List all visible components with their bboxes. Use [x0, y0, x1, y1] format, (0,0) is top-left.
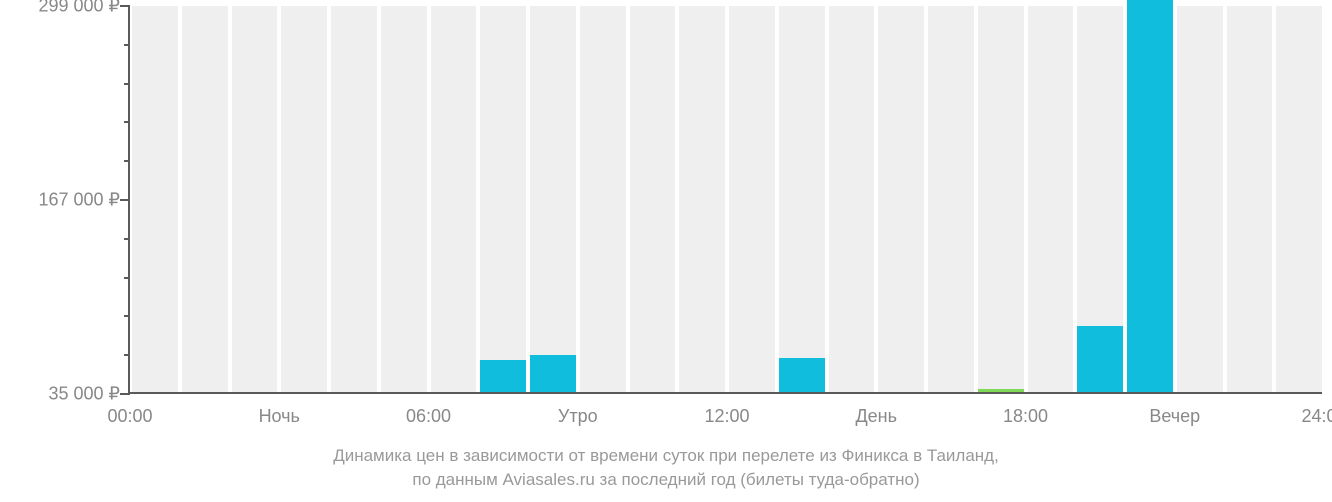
bar-background: [1028, 6, 1074, 392]
bar[interactable]: [1127, 4, 1173, 392]
bar-background: [729, 6, 775, 392]
bar-background: [580, 6, 626, 392]
bar-slot: [478, 6, 528, 392]
bar-background: [132, 6, 178, 392]
bar-slot: [876, 6, 926, 392]
bar-slot: [1075, 6, 1125, 392]
x-period-label: Вечер: [1149, 392, 1200, 427]
bar-background: [878, 6, 924, 392]
bar-background: [630, 6, 676, 392]
x-time-label: 12:00: [704, 392, 749, 427]
bar[interactable]: [480, 360, 526, 392]
bar-slot: [379, 6, 429, 392]
bar-background: [978, 6, 1024, 392]
bar-background: [829, 6, 875, 392]
bar-background: [232, 6, 278, 392]
bar-slot: [429, 6, 479, 392]
x-period-label: Утро: [558, 392, 598, 427]
x-time-label: 06:00: [406, 392, 451, 427]
bar-slot: [329, 6, 379, 392]
bar[interactable]: [779, 358, 825, 392]
bar-slot: [279, 6, 329, 392]
price-time-chart: 35 000 ₽167 000 ₽299 000 ₽00:0006:0012:0…: [0, 0, 1332, 502]
bar-slot: [1026, 6, 1076, 392]
y-axis-label: 167 000 ₽: [38, 190, 130, 211]
bar-background: [779, 6, 825, 392]
bar-slot: [528, 6, 578, 392]
caption-line-1: Динамика цен в зависимости от времени су…: [0, 446, 1332, 466]
bar-background: [1276, 6, 1322, 392]
bar[interactable]: [530, 355, 576, 392]
bar-background: [928, 6, 974, 392]
bar-slot: [1125, 6, 1175, 392]
bar-slot: [777, 6, 827, 392]
bar-slot: [677, 6, 727, 392]
bar-background: [281, 6, 327, 392]
bar-slot: [926, 6, 976, 392]
plot-area: 35 000 ₽167 000 ₽299 000 ₽00:0006:0012:0…: [128, 6, 1322, 394]
bar-slot: [1274, 6, 1324, 392]
bar-slot: [827, 6, 877, 392]
bar-slot: [727, 6, 777, 392]
bar-slot: [1175, 6, 1225, 392]
bar-background: [480, 6, 526, 392]
bar-background: [530, 6, 576, 392]
bar-background: [381, 6, 427, 392]
bar-background: [1177, 6, 1223, 392]
bar-slot: [180, 6, 230, 392]
bar-slot: [230, 6, 280, 392]
bar-slot: [130, 6, 180, 392]
x-time-label: 24:00: [1301, 392, 1332, 427]
bar-slot: [628, 6, 678, 392]
x-period-label: День: [855, 392, 897, 427]
x-time-label: 00:00: [107, 392, 152, 427]
bar-background: [1227, 6, 1273, 392]
bar-background: [182, 6, 228, 392]
bar[interactable]: [1077, 326, 1123, 392]
bar-background: [331, 6, 377, 392]
bar-background: [431, 6, 477, 392]
bar-slot: [578, 6, 628, 392]
caption-line-2: по данным Aviasales.ru за последний год …: [0, 470, 1332, 490]
y-axis-label: 299 000 ₽: [38, 0, 130, 17]
x-period-label: Ночь: [259, 392, 300, 427]
bar-background: [679, 6, 725, 392]
x-time-label: 18:00: [1003, 392, 1048, 427]
bar-slot: [1225, 6, 1275, 392]
bar-slot: [976, 6, 1026, 392]
